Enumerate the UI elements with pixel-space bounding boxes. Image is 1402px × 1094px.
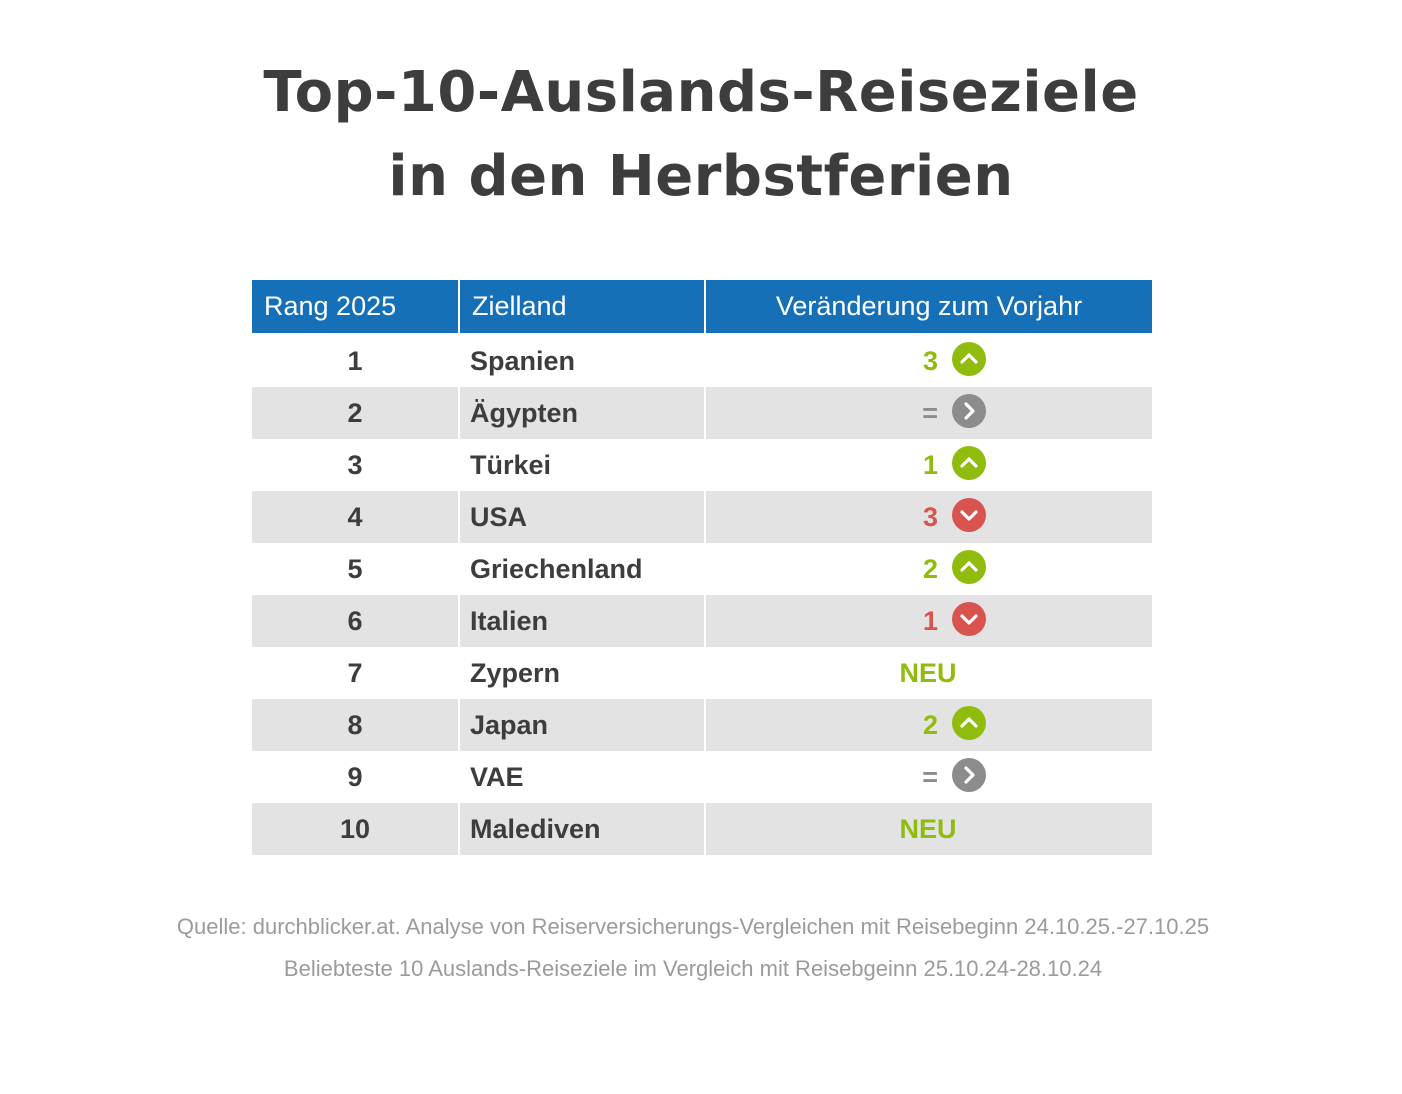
change-cell: 3	[704, 491, 1154, 543]
table-row: 1 Spanien 3	[250, 334, 1154, 387]
change-indicator: NEU	[706, 647, 1152, 699]
chevron-down-icon	[952, 602, 986, 636]
ranking-table: Rang 2025 Zielland Veränderung zum Vorja…	[250, 280, 1154, 855]
change-indicator: 1	[706, 595, 1152, 647]
country-cell: Spanien	[458, 334, 706, 387]
change-cell: 3	[704, 334, 1154, 387]
new-entry-label: NEU	[899, 658, 957, 688]
rank-cell: 2	[250, 387, 460, 439]
change-value: =	[922, 398, 938, 428]
country-cell: Italien	[458, 595, 706, 647]
change-cell: 1	[704, 439, 1154, 491]
change-indicator: =	[706, 751, 1152, 803]
change-cell: NEU	[704, 647, 1154, 699]
chart-title-line-1: Top-10-Auslands-Reiseziele	[263, 60, 1139, 125]
country-cell: Griechenland	[458, 543, 706, 595]
chevron-right-icon	[952, 758, 986, 792]
change-value: 3	[922, 502, 938, 532]
table-row: 9 VAE =	[250, 751, 1154, 803]
change-cell: 1	[704, 595, 1154, 647]
table-header-row: Rang 2025 Zielland Veränderung zum Vorja…	[250, 280, 1154, 335]
change-value: 1	[922, 606, 938, 636]
chevron-up-icon	[952, 342, 986, 376]
change-indicator: 2	[706, 699, 1152, 751]
change-cell: NEU	[704, 803, 1154, 855]
rank-cell: 7	[250, 647, 460, 699]
change-cell: =	[704, 387, 1154, 439]
chevron-right-icon	[952, 394, 986, 428]
chevron-down-icon	[952, 498, 986, 532]
column-header-rank: Rang 2025	[250, 280, 460, 335]
rank-cell: 6	[250, 595, 460, 647]
change-cell: =	[704, 751, 1154, 803]
table-row: 7 Zypern NEU	[250, 647, 1154, 699]
change-indicator: 2	[706, 543, 1152, 595]
change-value: =	[922, 762, 938, 792]
table-row: 6 Italien 1	[250, 595, 1154, 647]
country-cell: Japan	[458, 699, 706, 751]
rank-cell: 9	[250, 751, 460, 803]
table-row: 5 Griechenland 2	[250, 543, 1154, 595]
rank-cell: 1	[250, 334, 460, 387]
change-cell: 2	[704, 699, 1154, 751]
change-value: 1	[922, 450, 938, 480]
country-cell: Zypern	[458, 647, 706, 699]
table-row: 4 USA 3	[250, 491, 1154, 543]
column-header-change: Veränderung zum Vorjahr	[704, 280, 1154, 335]
ranking-table-body: 1 Spanien 3 2 Ägypten = 3 Türkei 1 4 USA 3 5 Griechen…	[250, 334, 1154, 855]
rank-cell: 4	[250, 491, 460, 543]
country-cell: USA	[458, 491, 706, 543]
change-indicator: 1	[706, 439, 1152, 491]
chevron-up-icon	[952, 550, 986, 584]
new-entry-label: NEU	[899, 814, 957, 844]
country-cell: VAE	[458, 751, 706, 803]
source-note-line-2: Beliebteste 10 Auslands-Reiseziele im Ve…	[283, 956, 1103, 981]
table-row: 3 Türkei 1	[250, 439, 1154, 491]
chevron-up-icon	[952, 706, 986, 740]
change-indicator: =	[706, 387, 1152, 439]
rank-cell: 5	[250, 543, 460, 595]
change-value: 3	[922, 346, 938, 376]
source-note-line-1: Quelle: durchblicker.at. Analyse von Rei…	[176, 914, 1210, 939]
change-indicator: NEU	[706, 803, 1152, 855]
chevron-up-icon	[952, 446, 986, 480]
chart-title-line-2: in den Herbstferien	[388, 144, 1014, 209]
rank-cell: 8	[250, 699, 460, 751]
country-cell: Malediven	[458, 803, 706, 855]
country-cell: Ägypten	[458, 387, 706, 439]
change-value: 2	[922, 710, 938, 740]
country-cell: Türkei	[458, 439, 706, 491]
table-row: 2 Ägypten =	[250, 387, 1154, 439]
table-row: 8 Japan 2	[250, 699, 1154, 751]
change-indicator: 3	[706, 335, 1152, 387]
table-row: 10 Malediven NEU	[250, 803, 1154, 855]
rank-cell: 3	[250, 439, 460, 491]
rank-cell: 10	[250, 803, 460, 855]
change-cell: 2	[704, 543, 1154, 595]
column-header-country: Zielland	[458, 280, 706, 335]
change-value: 2	[922, 554, 938, 584]
change-indicator: 3	[706, 491, 1152, 543]
